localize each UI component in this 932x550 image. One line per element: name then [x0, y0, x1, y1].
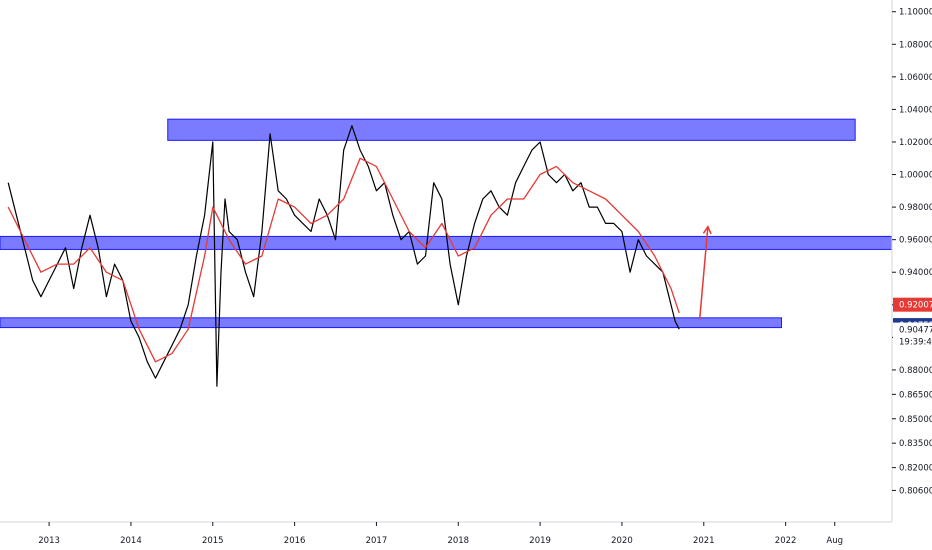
y-tick-label: 0.86500 [899, 390, 932, 400]
y-tick-label: 0.82000 [899, 464, 932, 474]
x-tick-label: Aug [826, 536, 843, 546]
x-tick-label: 2021 [693, 536, 715, 546]
zone-3[interactable] [0, 317, 783, 329]
x-tick-label: 2014 [120, 536, 142, 546]
price-label-bg [893, 334, 932, 349]
x-tick-label: 2022 [775, 536, 797, 546]
series-moving-average [7, 157, 680, 363]
y-tick-label: 1.10000 [899, 8, 932, 18]
y-tick-label: 1.00000 [899, 171, 932, 181]
price-badge-bg [893, 297, 932, 312]
x-tick-label: 2017 [366, 536, 388, 546]
y-tick-label: 1.02000 [899, 138, 932, 148]
y-tick-label: 1.06000 [899, 73, 932, 83]
y-tick-label: 0.83500 [899, 439, 932, 449]
y-tick-label: 1.08000 [899, 40, 932, 50]
x-tick-label: 2015 [202, 536, 224, 546]
y-tick-label: 0.80600 [899, 486, 932, 496]
y-tick-label: 0.94000 [899, 268, 932, 278]
arrow-head [702, 225, 712, 235]
zone-1[interactable] [167, 118, 856, 141]
price-label: 19:39:40 [899, 337, 932, 347]
arrow-shaft [698, 226, 709, 320]
price-series [7, 125, 680, 387]
support-resistance-zones [0, 118, 893, 329]
y-tick-label: 0.96000 [899, 236, 932, 246]
x-tick-label: 2019 [529, 536, 551, 546]
y-tick-label: 0.85000 [899, 415, 932, 425]
time-axis[interactable]: 2013 2014 2015 2016 2017 2018 2019 2020 2021 2022… [38, 522, 843, 546]
x-tick-label: 2016 [284, 536, 306, 546]
price-axis[interactable]: 0.80600 0.82000 0.83500 0.85000 0.86500 0.880… [892, 8, 932, 497]
price-badge-label: 0.92007 [899, 301, 932, 311]
x-tick-label: 2018 [447, 536, 469, 546]
y-tick-label: 0.98000 [899, 203, 932, 213]
x-tick-label: 2013 [38, 536, 60, 546]
x-tick-label: 2020 [611, 536, 633, 546]
projection-arrow [698, 225, 712, 320]
y-tick-label: 1.04000 [899, 105, 932, 115]
price-label-bg [893, 322, 932, 337]
series-price [7, 125, 680, 387]
zone-2[interactable] [0, 235, 893, 250]
y-tick-label: 0.88000 [899, 366, 932, 376]
price-label: 0.90477 [899, 326, 932, 336]
